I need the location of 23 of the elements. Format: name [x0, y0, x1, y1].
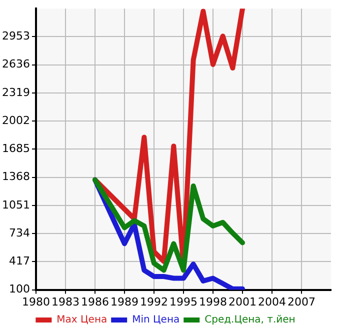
x-tick-label: 2004: [258, 295, 286, 308]
x-tick-label: 1986: [80, 295, 109, 308]
y-tick-label: 1685: [2, 142, 30, 156]
y-tick-label: 100: [8, 282, 30, 296]
x-tick-label: 1995: [169, 295, 198, 308]
x-tick-label: 2001: [228, 295, 256, 308]
y-tick-label: 417: [8, 254, 30, 268]
x-tick-label: 1998: [199, 295, 227, 308]
y-tick-label: 1051: [2, 198, 30, 212]
legend-label: Max Цена: [56, 314, 108, 326]
legend-label: Сред.Цена, т.йен: [204, 314, 296, 326]
y-tick-label: 2953: [2, 30, 30, 43]
y-tick-label: 2319: [2, 86, 30, 99]
x-tick-label: 1983: [51, 295, 80, 308]
x-tick-label: 2007: [288, 295, 316, 308]
y-tick-label: 1368: [2, 170, 30, 184]
y-tick-label: 2002: [2, 114, 30, 127]
legend-label: Min Цена: [132, 314, 180, 326]
x-tick-label: 1980: [22, 295, 50, 308]
x-tick-label: 1989: [110, 295, 138, 308]
x-tick-label: 1992: [140, 295, 168, 308]
y-tick-label: 734: [8, 226, 30, 240]
y-tick-label: 2636: [2, 58, 30, 71]
